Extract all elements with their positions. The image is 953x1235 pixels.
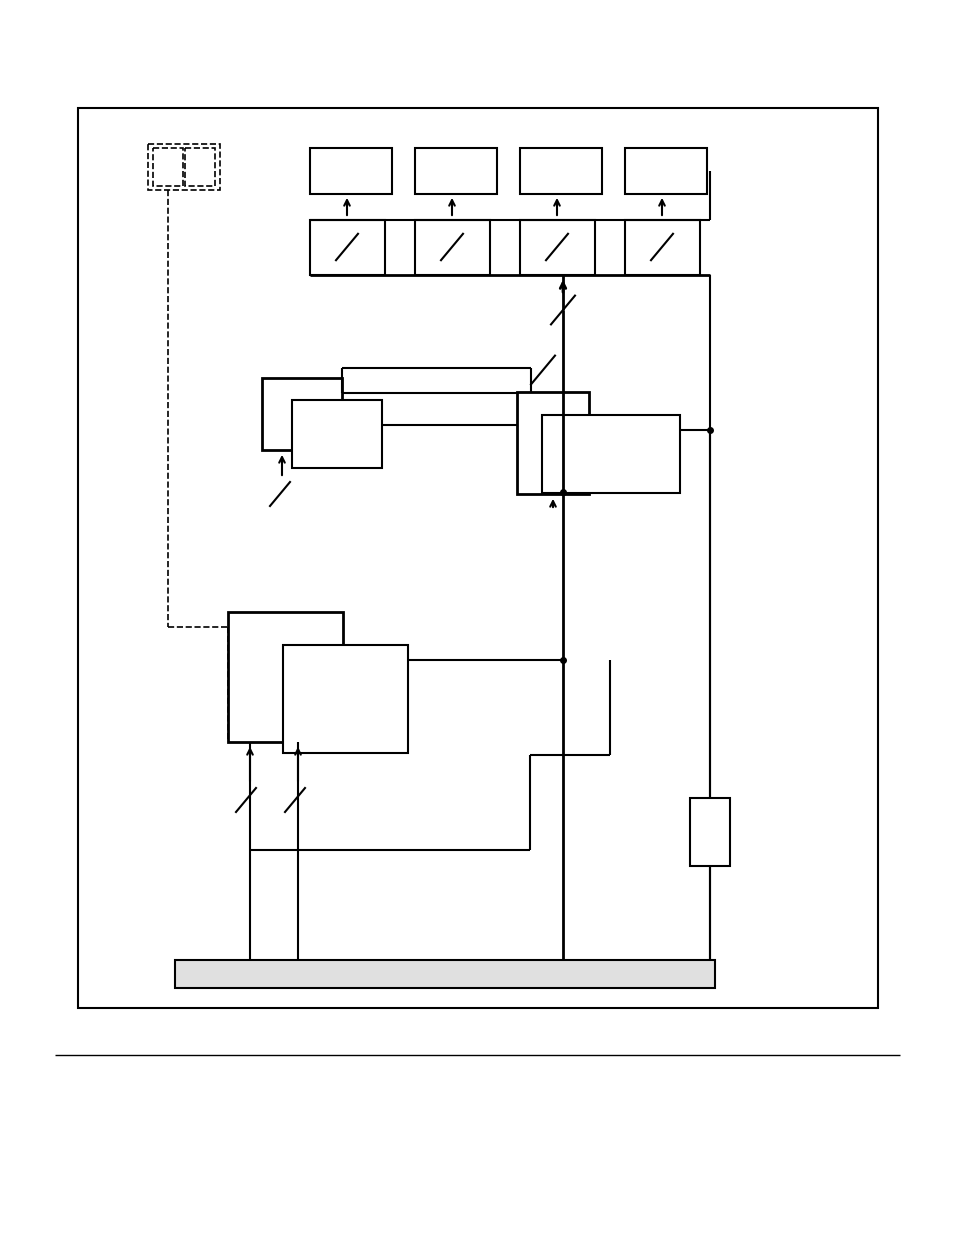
Bar [283,645,408,753]
Bar [185,148,214,186]
Bar [624,220,700,275]
Bar [78,107,877,1008]
Bar [519,220,595,275]
Bar [519,148,601,194]
Bar [262,378,341,450]
Bar [689,798,729,866]
Bar [292,400,381,468]
Bar [152,148,183,186]
Bar [415,220,490,275]
Bar [415,148,497,194]
Bar [517,391,588,494]
Bar [174,960,714,988]
Bar [541,415,679,493]
Bar [624,148,706,194]
Bar [148,144,220,190]
Bar [228,613,343,742]
Bar [310,220,385,275]
Bar [310,148,392,194]
